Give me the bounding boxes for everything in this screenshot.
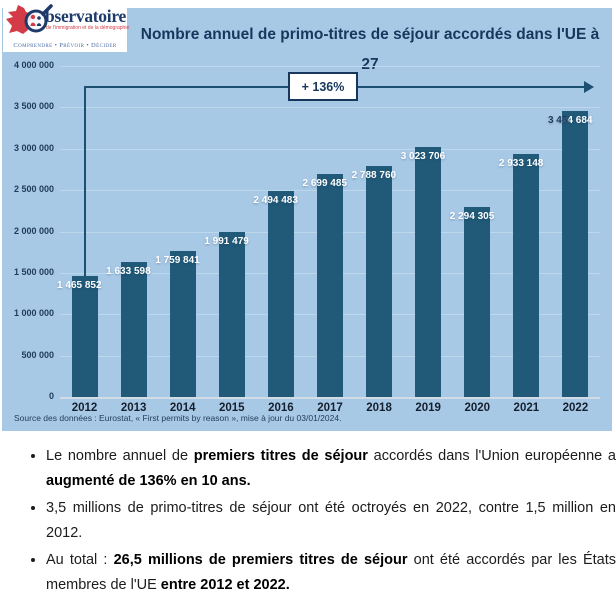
logo-mark bbox=[6, 4, 53, 34]
x-axis-tick-label: 2020 bbox=[464, 402, 491, 414]
bar-value-label: 2 494 483 bbox=[253, 194, 298, 206]
summary-bullet: 3,5 millions de primo-titres de séjour o… bbox=[46, 496, 616, 546]
x-axis-tick-label: 2012 bbox=[71, 402, 98, 414]
bar-value-label: 1 633 598 bbox=[106, 265, 151, 277]
x-axis-tick-label: 2014 bbox=[169, 402, 196, 414]
growth-annotation-label: + 136% bbox=[301, 79, 345, 94]
bar-2016 bbox=[267, 190, 294, 397]
x-axis-tick-label: 2018 bbox=[366, 402, 392, 414]
bar-value-label: 3 023 706 bbox=[400, 150, 446, 162]
bar-2017 bbox=[317, 173, 343, 397]
growth-arrow-vertical-line bbox=[84, 86, 86, 276]
bar-2018 bbox=[366, 166, 393, 397]
x-axis-tick-label: 2016 bbox=[268, 402, 294, 414]
logo-subtitle: de l'immigration et de la démographie bbox=[46, 25, 130, 31]
logo-tagline: Comprendre • Prévoir • Décider bbox=[13, 42, 117, 49]
growth-arrow-head-icon bbox=[584, 81, 594, 93]
y-gridline bbox=[60, 66, 600, 67]
source-note: Source des données : Eurostat, « First p… bbox=[14, 413, 342, 423]
plot-area: + 136% 1 465 852 1 633 598 1 759 841 1 991 … bbox=[57, 66, 600, 399]
x-axis-tick-label: 2015 bbox=[219, 402, 245, 414]
x-axis-tick-label: 2019 bbox=[415, 402, 441, 414]
x-axis-tick-label: 2017 bbox=[317, 402, 343, 414]
bar-2012 bbox=[71, 275, 98, 397]
y-axis-tick-label: 2 000 000 bbox=[13, 225, 54, 236]
bar-value-label: 2 699 485 bbox=[302, 177, 348, 189]
magnifier-handle-icon bbox=[41, 4, 53, 16]
france-map-icon bbox=[6, 5, 32, 34]
y-axis-tick-label: 2 500 000 bbox=[13, 184, 54, 195]
y-axis-tick-label: 1 000 000 bbox=[13, 308, 54, 319]
y-axis-tick-label: 4 000 000 bbox=[13, 60, 54, 70]
bar-value-label: 2 788 760 bbox=[351, 170, 397, 182]
y-axis-tick-label: 3 000 000 bbox=[13, 142, 54, 153]
people-icon bbox=[30, 14, 42, 26]
bar-2015 bbox=[218, 232, 245, 397]
logo: bservatoire de l'immigration et de la dé… bbox=[3, 2, 130, 52]
bar-2014 bbox=[169, 251, 196, 397]
x-axis-tick-label: 2022 bbox=[562, 402, 589, 414]
bar-2022 bbox=[562, 111, 589, 397]
summary-list: Le nombre annuel de premiers titres de s… bbox=[30, 444, 616, 600]
y-axis-tick-label: 500 000 bbox=[21, 349, 54, 360]
chart-panel: Nombre annuel de primo-titres de séjour … bbox=[2, 8, 612, 431]
bar-value-label: 1 759 841 bbox=[155, 255, 200, 267]
growth-annotation-box: + 136% bbox=[288, 72, 358, 101]
y-axis-tick-label: 1 500 000 bbox=[13, 266, 54, 277]
bar-2021 bbox=[513, 154, 540, 397]
bar-value-label: 2 294 305 bbox=[449, 211, 495, 223]
bar-2020 bbox=[464, 207, 491, 397]
y-axis-tick-label: 3 500 000 bbox=[13, 101, 54, 112]
summary-bullet: Au total : 26,5 millions de premiers tit… bbox=[46, 548, 616, 598]
bar-value-label: 3 454 684 3 454 684 bbox=[547, 115, 593, 127]
y-gridline bbox=[60, 148, 600, 150]
bar-2013 bbox=[120, 261, 147, 397]
summary-bullet: Le nombre annuel de premiers titres de s… bbox=[46, 444, 616, 494]
logo-wordmark: bservatoire bbox=[45, 6, 126, 26]
chart-title: Nombre annuel de primo-titres de séjour … bbox=[140, 26, 600, 73]
bar-value-label: 1 991 479 bbox=[204, 236, 249, 248]
bar-value-label: 1 465 852 bbox=[57, 279, 102, 291]
y-axis-tick-label: 0 bbox=[48, 391, 54, 401]
bar-value-label: 2 933 148 bbox=[498, 158, 544, 170]
y-gridline bbox=[60, 107, 600, 109]
bar-2019 bbox=[415, 146, 442, 397]
x-axis-tick-label: 2021 bbox=[513, 402, 540, 414]
x-axis-tick-label: 2013 bbox=[120, 402, 147, 414]
